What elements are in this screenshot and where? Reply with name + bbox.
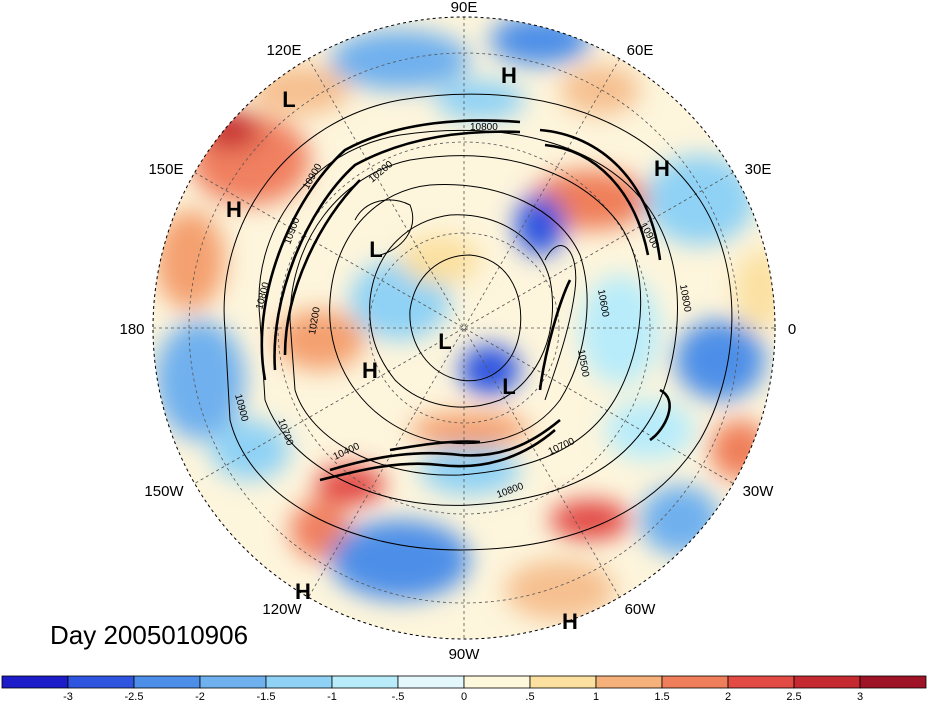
lon-label-0: 0 xyxy=(788,321,796,338)
colorbar-tick-label: 2.5 xyxy=(786,691,801,702)
contour-label: 10500 xyxy=(575,349,591,379)
high-center: H xyxy=(654,156,670,181)
contour-label: 10600 xyxy=(595,289,611,319)
colorbar-tick-label: 1.5 xyxy=(654,691,669,702)
colorbar-swatch xyxy=(133,675,201,689)
colorbar-swatch xyxy=(727,675,795,689)
colorbar-tick-label: -.5 xyxy=(392,691,405,702)
colorbar: -3 -2.5 -2 -1.5 -1 -.5 0 .5 1 1.5 2 2.5 3 xyxy=(1,675,927,702)
colorbar-swatch xyxy=(265,675,333,689)
colorbar-swatch xyxy=(595,675,663,689)
lon-label-90e: 90E xyxy=(451,0,478,16)
lon-label-60e: 60E xyxy=(627,42,654,59)
high-center: H xyxy=(501,63,517,88)
colorbar-swatch xyxy=(331,675,399,689)
lon-label-60w: 60W xyxy=(625,601,657,618)
colorbar-tick-label: -3 xyxy=(63,691,73,702)
colorbar-swatch xyxy=(1,675,69,689)
colorbar-tick-label: 1 xyxy=(593,691,599,702)
pressure-centers: H H H H H H L L L L xyxy=(226,63,670,634)
colorbar-tick-label: -1.5 xyxy=(257,691,276,702)
longitude-labels: 90E 60E 30E 0 30W 60W 90W 120W 150W 180 … xyxy=(119,0,796,663)
day-label: Day 2005010906 xyxy=(50,620,249,650)
colorbar-swatch xyxy=(67,675,135,689)
contour-label: 10800 xyxy=(470,122,498,133)
high-center: H xyxy=(295,579,311,604)
lon-label-120w: 120W xyxy=(262,601,302,618)
low-center: L xyxy=(369,237,382,262)
colorbar-swatch xyxy=(397,675,465,689)
colorbar-tick-label: -2.5 xyxy=(125,691,144,702)
colorbar-swatch xyxy=(529,675,597,689)
anomaly-field xyxy=(153,17,775,639)
colorbar-tick-label: 2 xyxy=(725,691,731,702)
lon-label-120e: 120E xyxy=(266,42,301,59)
lon-label-30e: 30E xyxy=(745,161,772,178)
lon-label-90w: 90W xyxy=(449,646,481,663)
lon-label-150w: 150W xyxy=(144,483,184,500)
height-contours xyxy=(223,93,733,551)
lon-label-30w: 30W xyxy=(743,483,775,500)
colorbar-tick-label: -1 xyxy=(327,691,337,702)
contour-label: 10200 xyxy=(307,306,323,336)
colorbar-tick-label: 3 xyxy=(857,691,863,702)
map-boundary xyxy=(152,16,776,640)
lon-label-150e: 150E xyxy=(148,161,183,178)
low-center: L xyxy=(438,329,451,354)
colorbar-swatch xyxy=(661,675,729,689)
colorbar-swatch xyxy=(793,675,861,689)
colorbar-tick-label: 0 xyxy=(461,691,467,702)
low-center: L xyxy=(282,87,295,112)
colorbar-tick-label: .5 xyxy=(525,691,534,702)
colorbar-swatch xyxy=(463,675,531,689)
low-center: L xyxy=(502,374,515,399)
high-center: H xyxy=(562,609,578,634)
high-center: H xyxy=(362,358,378,383)
colorbar-tick-label: -2 xyxy=(195,691,205,702)
high-center: H xyxy=(226,197,242,222)
jet-stream xyxy=(260,119,671,482)
lon-label-180: 180 xyxy=(119,321,144,338)
colorbar-swatch xyxy=(859,675,927,689)
contour-label: 10800 xyxy=(677,284,693,314)
colorbar-swatch xyxy=(199,675,267,689)
